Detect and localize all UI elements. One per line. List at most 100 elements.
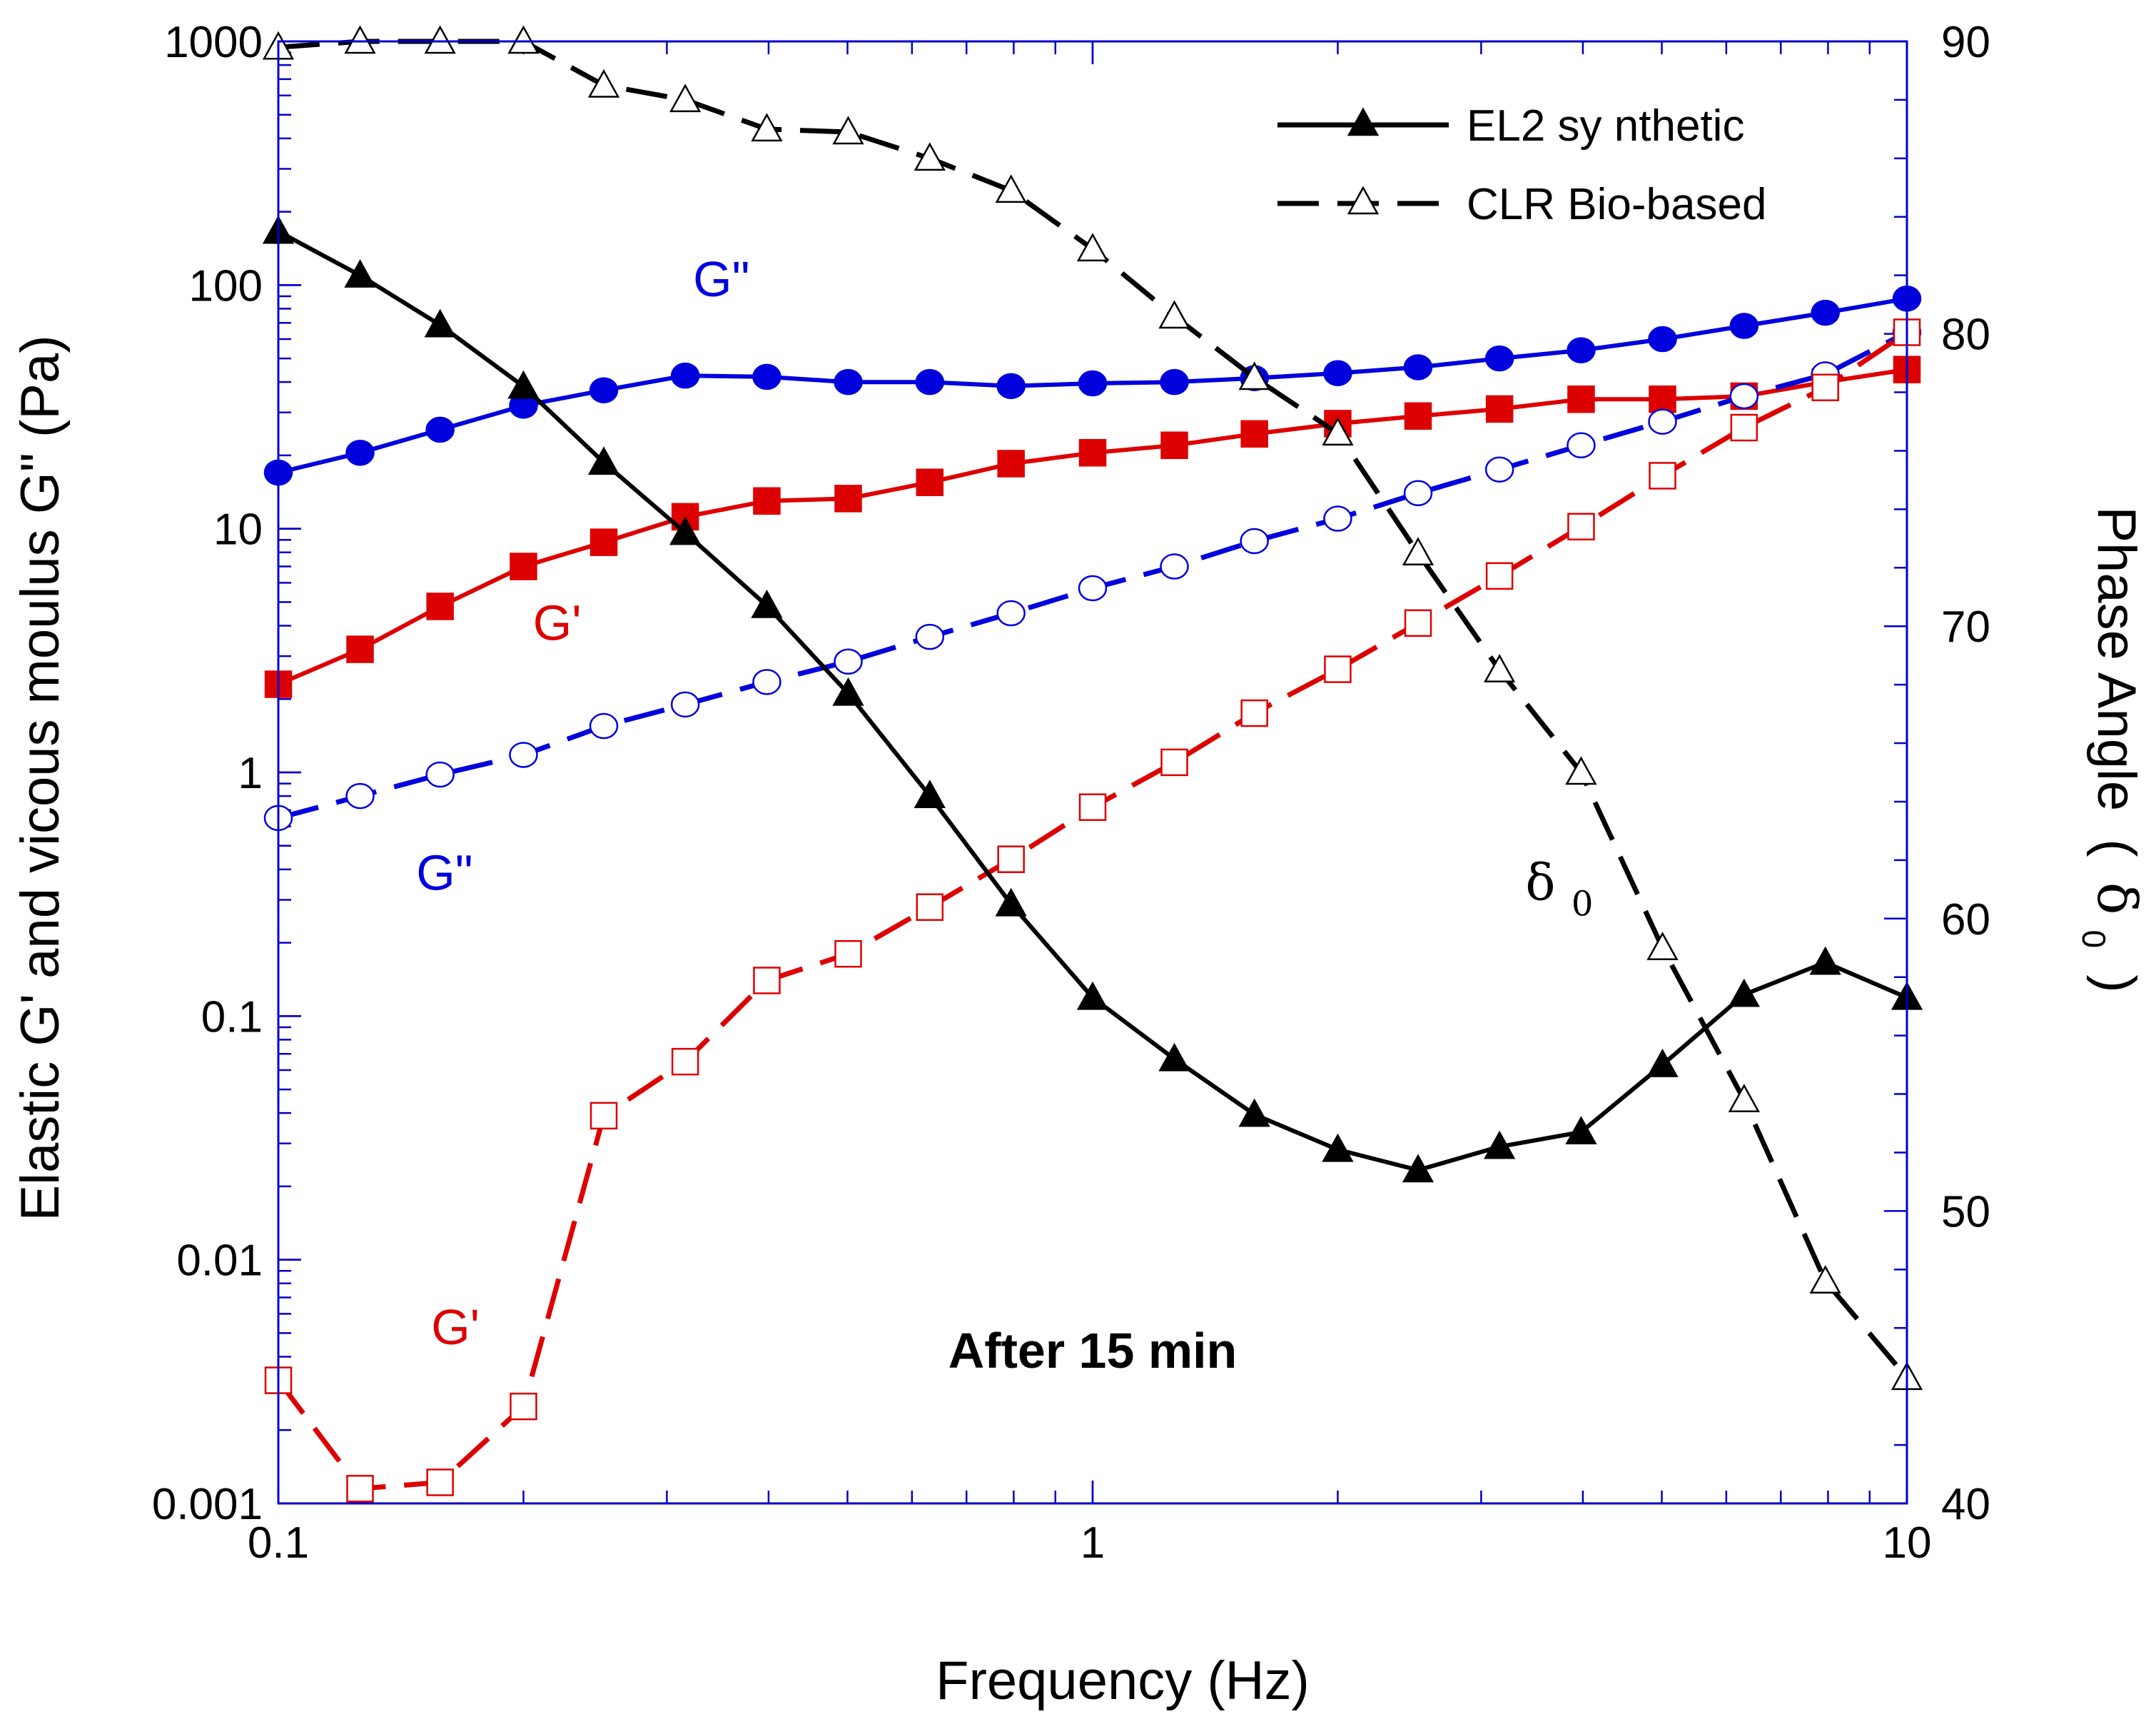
data-point [1649,385,1676,413]
x-tick-label: 0.1 [248,1518,309,1568]
data-point [1078,439,1107,467]
data-point [1404,402,1432,430]
data-point [913,142,946,171]
data-point [834,368,863,395]
data-point [1323,360,1352,386]
data-point [344,25,376,54]
data-point [1567,513,1595,540]
y-left-tick-label: 0.001 [152,1480,263,1529]
data-point [753,487,781,515]
series-el2-synthetic-g- [264,356,1921,698]
data-point [424,25,456,54]
data-point [834,485,862,513]
annotation-series-label: G" [693,251,749,307]
data-point [424,308,456,338]
data-point [1240,420,1268,448]
label-layer: 0.1 1 10 0.001 0.01 0.1 1 10 100 1000 40 50 60 70 80 90… [152,18,1990,1568]
data-point [1728,978,1760,1007]
data-point [1160,431,1188,460]
data-point [1484,456,1514,483]
y-left-tick-label: 0.1 [201,992,263,1042]
data-point [669,84,702,113]
data-point [916,893,944,921]
data-point [1809,946,1841,975]
plot-frame [277,40,1908,1505]
legend-entry: EL2 sy nthetic [1277,101,1744,151]
data-point [1160,368,1189,395]
data-point [1402,537,1434,566]
data-point [1809,1265,1841,1294]
data-point [346,635,374,663]
data-point [670,362,700,389]
y-right-tick-label: 80 [1941,311,1990,360]
annotation-series-label: G' [431,1299,480,1355]
data-point [834,939,862,968]
y-left-tick-label: 1 [238,749,263,798]
y-left-tick-label: 0.01 [176,1236,263,1286]
legend-marker [1347,107,1380,136]
data-point [1240,699,1268,727]
data-point [1322,417,1354,446]
data-point [1324,655,1352,683]
data-point [1323,505,1352,532]
y-left-tick-label: 100 [189,261,263,311]
data-point [1729,313,1759,339]
data-point [751,589,783,618]
data-point [1158,300,1190,329]
y-right-tick-label: 60 [1941,895,1990,944]
data-point [507,370,540,399]
data-point [832,116,864,145]
data-point [996,373,1026,400]
legend-label: EL2 sy nthetic [1467,101,1744,151]
data-point [1648,408,1677,435]
x-axis-title: Frequency (Hz) [936,1650,1310,1711]
y-right-axis-delta: δ [2085,882,2149,915]
legend: EL2 sy nthetic CLR Bio-based [1277,101,1766,229]
data-point [587,69,620,98]
annotation-series-label: G' [533,595,582,650]
data-point [832,677,864,706]
data-point [1078,793,1107,821]
y-right-axis-subscript: 0 [2075,930,2112,949]
data-point [834,648,863,675]
data-point [1730,413,1758,442]
data-point [1238,361,1270,390]
data-point [1078,370,1108,397]
data-point [1322,1133,1354,1162]
data-point [510,553,537,580]
data-point [1076,981,1109,1010]
data-point [346,1475,374,1503]
series-clr-bio-based-g- [264,318,1921,1503]
legend-entry: CLR Bio-based [1277,180,1766,229]
data-point [345,440,375,466]
y-right-axis-paren-close: ) [2086,974,2147,992]
series-layer [262,25,1923,1503]
data-point [1404,609,1432,637]
data-point [507,25,540,54]
y-right-tick-label: 50 [1941,1187,1990,1236]
y-right-tick-label: 40 [1941,1480,1990,1529]
y-right-axis-title: Phase Angle ( δ 0 ) [2075,506,2149,992]
data-point [1648,326,1677,353]
data-point [1565,756,1597,785]
x-tick-label: 10 [1883,1518,1932,1568]
data-point [589,528,618,556]
data-point [915,368,945,395]
data-point [1078,575,1108,602]
data-point [751,113,783,142]
data-point [589,712,619,740]
data-point [1567,432,1596,459]
data-point [915,623,945,650]
data-point [589,377,619,403]
y-right-axis-title-text: Phase Angle [2086,506,2147,811]
legend-label: CLR Bio-based [1467,180,1766,229]
data-point [589,1102,618,1130]
data-point [1649,462,1676,490]
data-point [996,600,1026,627]
data-point [1567,337,1596,363]
data-point [1484,1130,1516,1159]
data-point [1484,654,1516,682]
data-point [995,174,1027,203]
annotation-note: After 15 min [948,1323,1238,1378]
